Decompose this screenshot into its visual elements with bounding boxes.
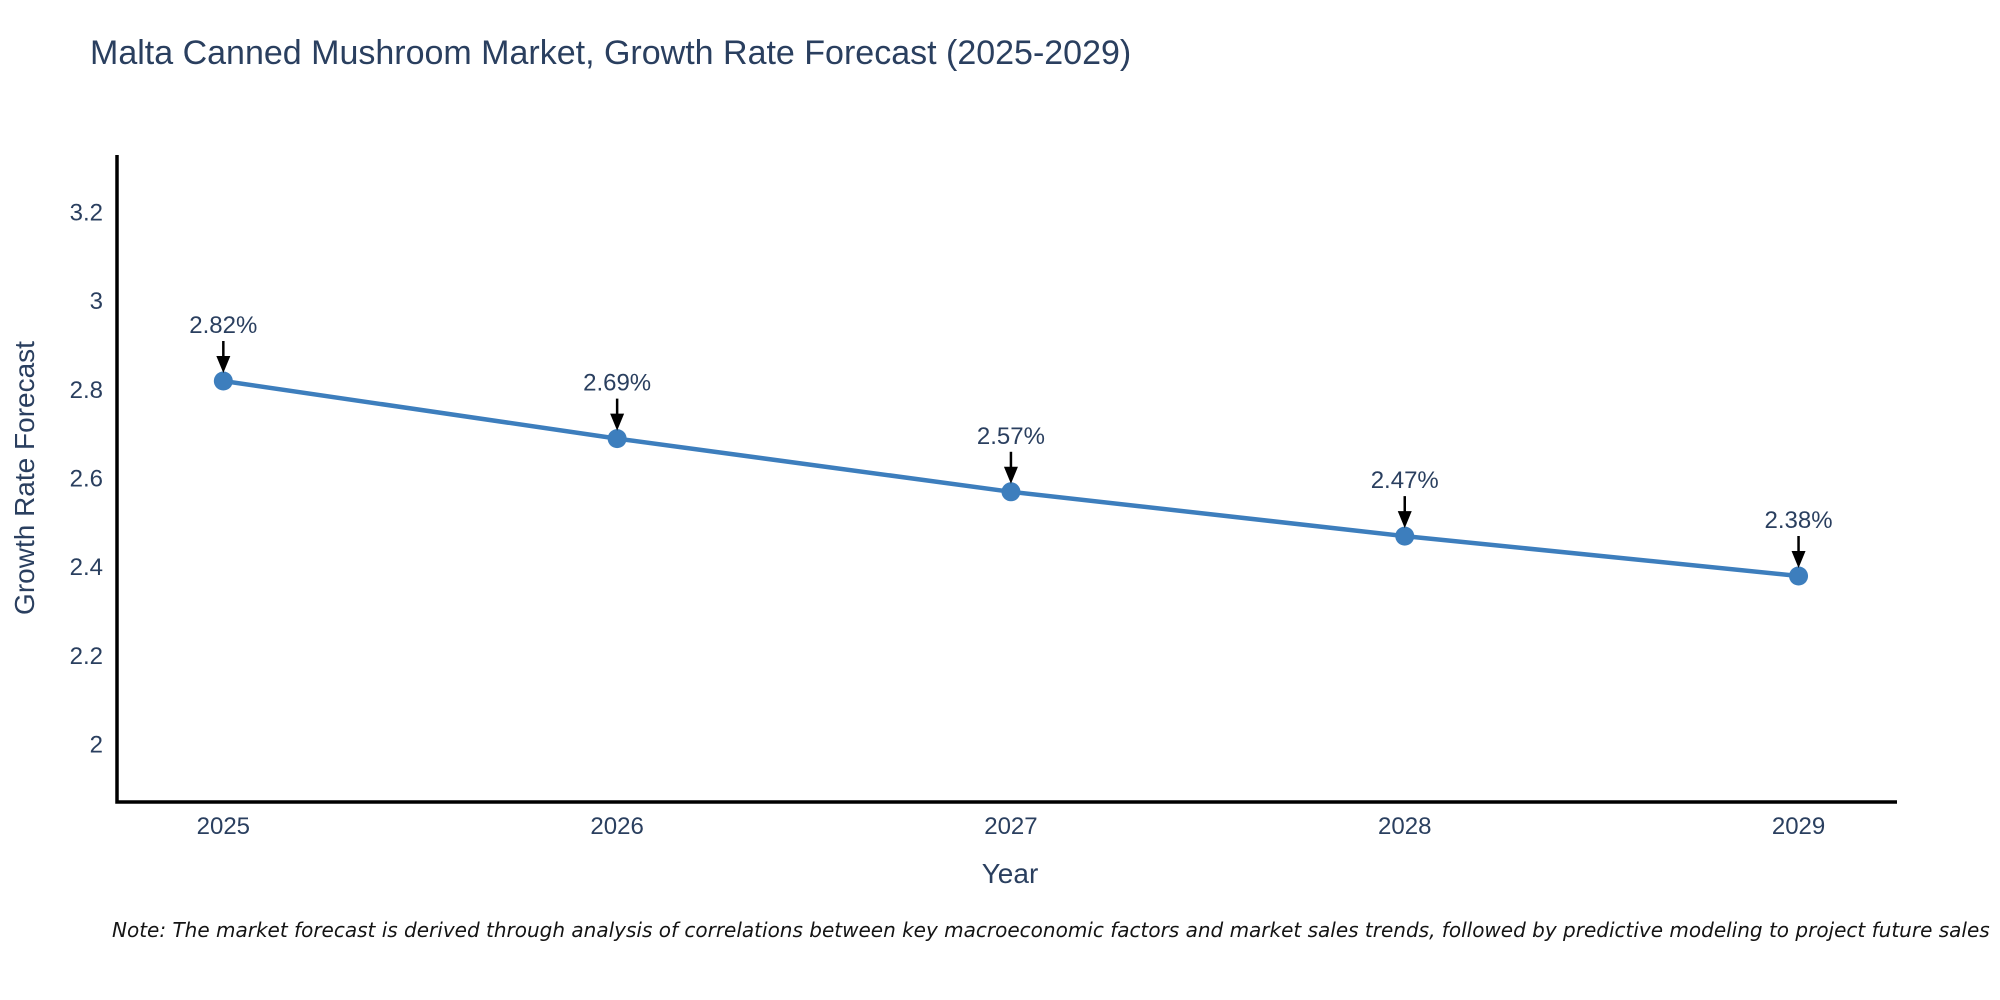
point-value-label: 2.47% [1371,467,1439,494]
data-point [1001,482,1021,502]
x-tick-label: 2027 [984,813,1037,840]
y-tick-label: 3 [90,288,103,315]
point-value-label: 2.69% [583,370,651,397]
y-tick-label: 2.4 [70,554,103,581]
annotation-arrowhead [1003,466,1018,484]
point-value-label: 2.82% [189,312,257,339]
y-tick-label: 2.2 [70,643,103,670]
footnote: Note: The market forecast is derived thr… [112,918,1990,942]
y-tick-label: 3.2 [70,200,103,227]
data-point [1395,526,1415,546]
x-axis-title: Year [981,858,1039,889]
axis-spines [115,155,1897,804]
data-point [213,371,233,391]
x-tick-label: 2028 [1378,813,1431,840]
x-tick-label: 2025 [197,813,250,840]
y-tick-label: 2 [90,731,103,758]
y-axis-title: Growth Rate Forecast [9,341,40,615]
x-tick-label: 2029 [1772,813,1825,840]
annotation-arrowhead [1397,511,1412,529]
annotation-arrowhead [216,356,231,374]
annotation-arrowhead [610,413,625,431]
x-tick-label: 2026 [590,813,643,840]
point-value-label: 2.57% [977,423,1045,450]
point-value-label: 2.38% [1765,507,1833,534]
y-tick-label: 2.6 [70,466,103,493]
annotation-arrowhead [1791,550,1806,568]
chart-title: Malta Canned Mushroom Market, Growth Rat… [90,34,1132,72]
data-point [607,429,627,449]
data-point [1789,566,1809,586]
y-tick-label: 2.8 [70,377,103,404]
